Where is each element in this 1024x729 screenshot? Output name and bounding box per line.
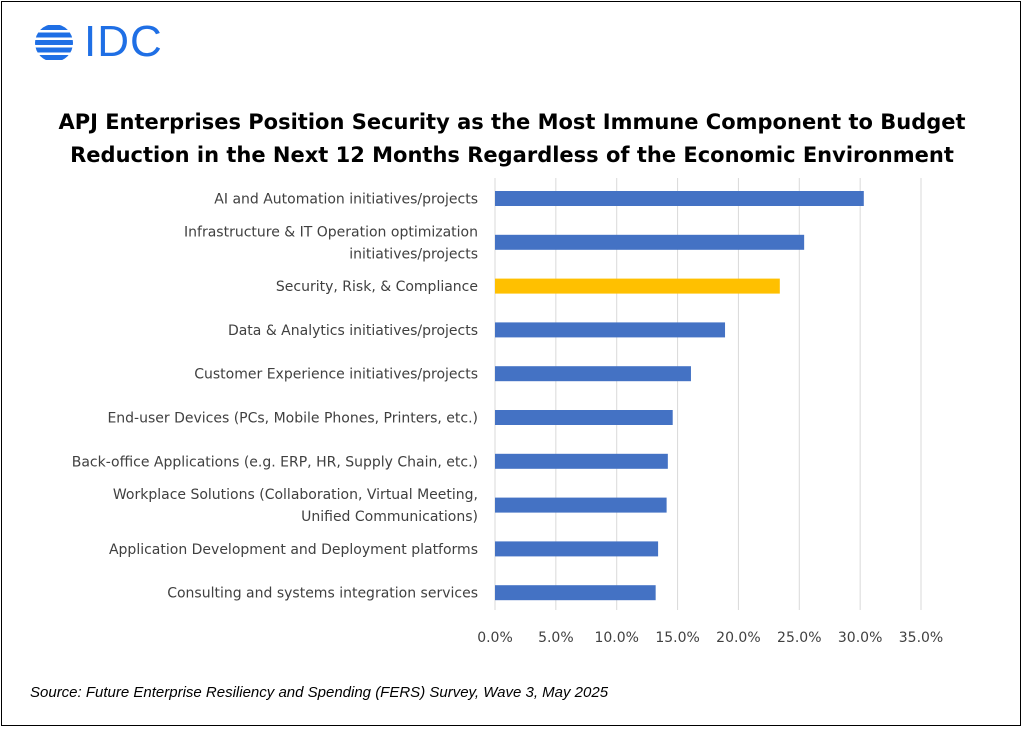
x-tick-label: 35.0% [899, 630, 943, 646]
x-tick-label: 10.0% [594, 630, 638, 646]
x-tick-label: 15.0% [655, 630, 699, 646]
logo-wordmark: IDC [84, 17, 163, 66]
category-label: Application Development and Deployment p… [109, 542, 478, 558]
globe-icon [35, 25, 73, 60]
bar [495, 322, 726, 338]
x-tick-label: 0.0% [477, 630, 513, 646]
category-label: Infrastructure & IT Operation optimizati… [184, 224, 478, 240]
bar-chart: AI and Automation initiatives/projects In… [72, 178, 943, 646]
x-tick-label: 20.0% [716, 630, 760, 646]
idc-logo: IDC [32, 17, 182, 66]
bars [495, 191, 864, 601]
x-tick-label: 5.0% [538, 630, 574, 646]
bar [495, 410, 673, 425]
x-tick-label: 30.0% [838, 630, 882, 646]
chart-title-line-1: APJ Enterprises Position Security as the… [58, 110, 966, 134]
category-label: Customer Experience initiatives/projects [194, 367, 478, 383]
bar [495, 234, 805, 250]
gridlines [494, 178, 922, 610]
category-label: Unified Communications) [301, 509, 478, 525]
bar [495, 366, 691, 382]
category-label: Back-office Applications (e.g. ERP, HR, … [72, 454, 478, 470]
category-labels: AI and Automation initiatives/projects In… [72, 192, 478, 602]
chart-title-line-2: Reduction in the Next 12 Months Regardle… [70, 143, 954, 167]
bar [495, 497, 667, 513]
x-axis-ticks: 0.0% 5.0% 10.0% 15.0% 20.0% 25.0% 30.0% 35.0% [477, 630, 943, 646]
category-label: Security, Risk, & Compliance [276, 279, 478, 295]
bar [495, 453, 668, 469]
bar [495, 278, 780, 294]
category-label: AI and Automation initiatives/projects [214, 192, 478, 208]
bar [495, 541, 659, 557]
category-label: initiatives/projects [349, 246, 478, 262]
category-label: Consulting and systems integration servi… [167, 586, 478, 602]
category-label: End-user Devices (PCs, Mobile Phones, Pr… [107, 411, 478, 427]
category-label: Data & Analytics initiatives/projects [228, 323, 478, 339]
source-note: Source: Future Enterprise Resiliency and… [30, 684, 609, 701]
bar [495, 585, 656, 601]
category-label: Workplace Solutions (Collaboration, Virt… [113, 487, 478, 503]
x-tick-label: 25.0% [777, 630, 821, 646]
bar [495, 191, 864, 206]
